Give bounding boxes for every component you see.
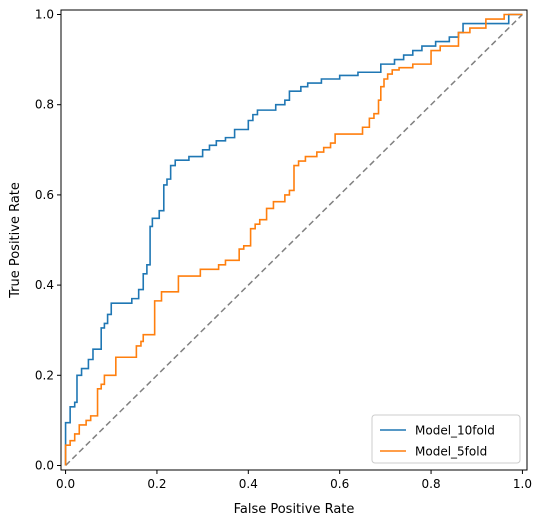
x-tick-label: 0.4	[239, 477, 258, 491]
x-tick-label: 0.8	[422, 477, 441, 491]
plot-frame	[60, 9, 528, 471]
x-tick-label: 0.6	[330, 477, 349, 491]
chance-diagonal-line	[65, 13, 523, 467]
x-tick-label: 0.2	[147, 477, 166, 491]
y-tick-label: 0.6	[35, 188, 54, 202]
x-tick-label: 1.0	[513, 477, 532, 491]
y-tick-label: 1.0	[35, 8, 54, 22]
reference-line-layer	[65, 13, 523, 467]
x-tick-label: 0.0	[56, 477, 75, 491]
legend-label: Model_10fold	[415, 424, 495, 438]
y-tick-label: 0.0	[35, 458, 54, 472]
legend: Model_10fold Model_5fold	[371, 414, 521, 464]
legend-label: Model_5fold	[415, 445, 487, 459]
series-line-model-10fold	[64, 13, 523, 466]
series-line-model-5fold	[64, 13, 523, 466]
legend-box	[371, 414, 521, 464]
y-tick-label: 0.2	[35, 368, 54, 382]
y-axis-label: True Positive Rate	[8, 182, 23, 299]
y-tick-label: 0.4	[35, 278, 54, 292]
x-axis-label: False Positive Rate	[234, 502, 355, 517]
series-layer	[64, 13, 523, 466]
axes-layer: 0.0 0.2 0.4 0.6 0.8 1.0 0.0 0.2 0.4 0.6 0.8 1.0	[35, 8, 532, 491]
y-tick-label: 0.8	[35, 98, 54, 112]
